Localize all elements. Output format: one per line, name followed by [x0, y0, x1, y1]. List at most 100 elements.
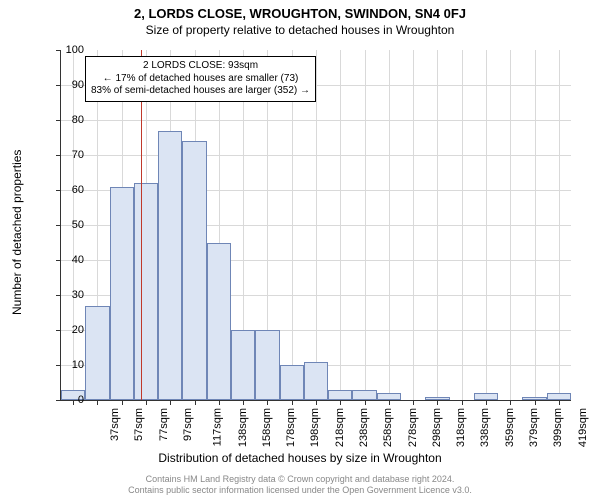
- x-tick: [486, 400, 487, 405]
- y-tick-label: 30: [72, 289, 84, 301]
- x-tick-label: 97sqm: [182, 408, 194, 441]
- y-tick-label: 80: [72, 114, 84, 126]
- gridline-v: [535, 50, 536, 400]
- x-tick-label: 399sqm: [552, 408, 564, 447]
- bar: [425, 397, 449, 401]
- marker-line: [141, 50, 142, 400]
- plot-area: [60, 50, 571, 401]
- bar: [522, 397, 546, 401]
- x-tick: [122, 400, 123, 405]
- x-tick-label: 238sqm: [358, 408, 370, 447]
- gridline-v: [437, 50, 438, 400]
- y-tick: [56, 225, 61, 226]
- x-tick: [462, 400, 463, 405]
- bar: [352, 390, 376, 401]
- x-tick: [195, 400, 196, 405]
- x-tick-label: 57sqm: [133, 408, 145, 441]
- y-tick: [56, 120, 61, 121]
- annotation-line: 83% of semi-detached houses are larger (…: [91, 85, 310, 98]
- x-tick: [437, 400, 438, 405]
- x-tick-label: 117sqm: [212, 408, 224, 446]
- bar: [85, 306, 109, 401]
- gridline-v: [559, 50, 560, 400]
- x-tick-label: 218sqm: [334, 408, 346, 447]
- x-tick-label: 258sqm: [382, 408, 394, 447]
- x-tick: [267, 400, 268, 405]
- bar: [474, 393, 498, 400]
- x-tick-label: 77sqm: [158, 408, 170, 441]
- chart-title: 2, LORDS CLOSE, WROUGHTON, SWINDON, SN4 …: [0, 0, 600, 21]
- x-tick: [413, 400, 414, 405]
- y-tick-label: 10: [72, 359, 84, 371]
- gridline-v: [413, 50, 414, 400]
- x-tick-label: 158sqm: [261, 408, 273, 447]
- bar: [231, 330, 255, 400]
- y-tick: [56, 50, 61, 51]
- x-tick: [219, 400, 220, 405]
- x-tick: [292, 400, 293, 405]
- y-tick-label: 90: [72, 79, 84, 91]
- x-axis-title: Distribution of detached houses by size …: [0, 451, 600, 465]
- bar: [207, 243, 231, 401]
- x-tick: [170, 400, 171, 405]
- x-tick: [73, 400, 74, 405]
- y-tick: [56, 295, 61, 296]
- gridline-v: [316, 50, 317, 400]
- chart-subtitle: Size of property relative to detached ho…: [0, 21, 600, 37]
- x-tick: [340, 400, 341, 405]
- x-tick-label: 318sqm: [455, 408, 467, 447]
- x-tick: [365, 400, 366, 405]
- x-tick-label: 278sqm: [407, 408, 419, 447]
- bar: [547, 393, 571, 400]
- y-tick: [56, 190, 61, 191]
- y-tick: [56, 400, 61, 401]
- gridline-v: [292, 50, 293, 400]
- x-tick-label: 379sqm: [528, 408, 540, 447]
- x-tick: [316, 400, 317, 405]
- gridline-v: [389, 50, 390, 400]
- x-tick: [559, 400, 560, 405]
- y-tick-label: 60: [72, 184, 84, 196]
- gridline-v: [510, 50, 511, 400]
- chart-container: 2, LORDS CLOSE, WROUGHTON, SWINDON, SN4 …: [0, 0, 600, 500]
- bar: [158, 131, 182, 401]
- gridline-v: [462, 50, 463, 400]
- x-tick-label: 198sqm: [310, 408, 322, 447]
- x-tick-label: 338sqm: [480, 408, 492, 447]
- bar: [304, 362, 328, 401]
- bar: [255, 330, 279, 400]
- x-tick-label: 359sqm: [504, 408, 516, 447]
- footer-line: Contains HM Land Registry data © Crown c…: [0, 474, 600, 485]
- y-tick-label: 40: [72, 254, 84, 266]
- x-tick-label: 419sqm: [577, 408, 589, 447]
- y-tick-label: 100: [66, 44, 84, 56]
- footer-line: Contains public sector information licen…: [0, 485, 600, 496]
- x-tick-label: 37sqm: [109, 408, 121, 441]
- bar: [328, 390, 352, 401]
- gridline-v: [340, 50, 341, 400]
- y-tick-label: 20: [72, 324, 84, 336]
- bar: [182, 141, 206, 400]
- y-tick: [56, 330, 61, 331]
- x-tick: [146, 400, 147, 405]
- x-tick: [97, 400, 98, 405]
- y-tick-label: 50: [72, 219, 84, 231]
- annotation-box: 2 LORDS CLOSE: 93sqm ← 17% of detached h…: [85, 56, 316, 102]
- annotation-line: ← 17% of detached houses are smaller (73…: [91, 73, 310, 86]
- x-tick: [243, 400, 244, 405]
- y-tick-label: 70: [72, 149, 84, 161]
- bar: [280, 365, 304, 400]
- x-tick-label: 178sqm: [285, 408, 297, 447]
- y-tick: [56, 365, 61, 366]
- x-tick: [535, 400, 536, 405]
- x-tick: [510, 400, 511, 405]
- x-tick-label: 138sqm: [237, 408, 249, 447]
- x-tick-label: 298sqm: [431, 408, 443, 447]
- annotation-line: 2 LORDS CLOSE: 93sqm: [91, 60, 310, 73]
- y-tick: [56, 155, 61, 156]
- footer: Contains HM Land Registry data © Crown c…: [0, 474, 600, 497]
- bar: [134, 183, 158, 400]
- x-tick: [389, 400, 390, 405]
- y-tick: [56, 260, 61, 261]
- gridline-v: [365, 50, 366, 400]
